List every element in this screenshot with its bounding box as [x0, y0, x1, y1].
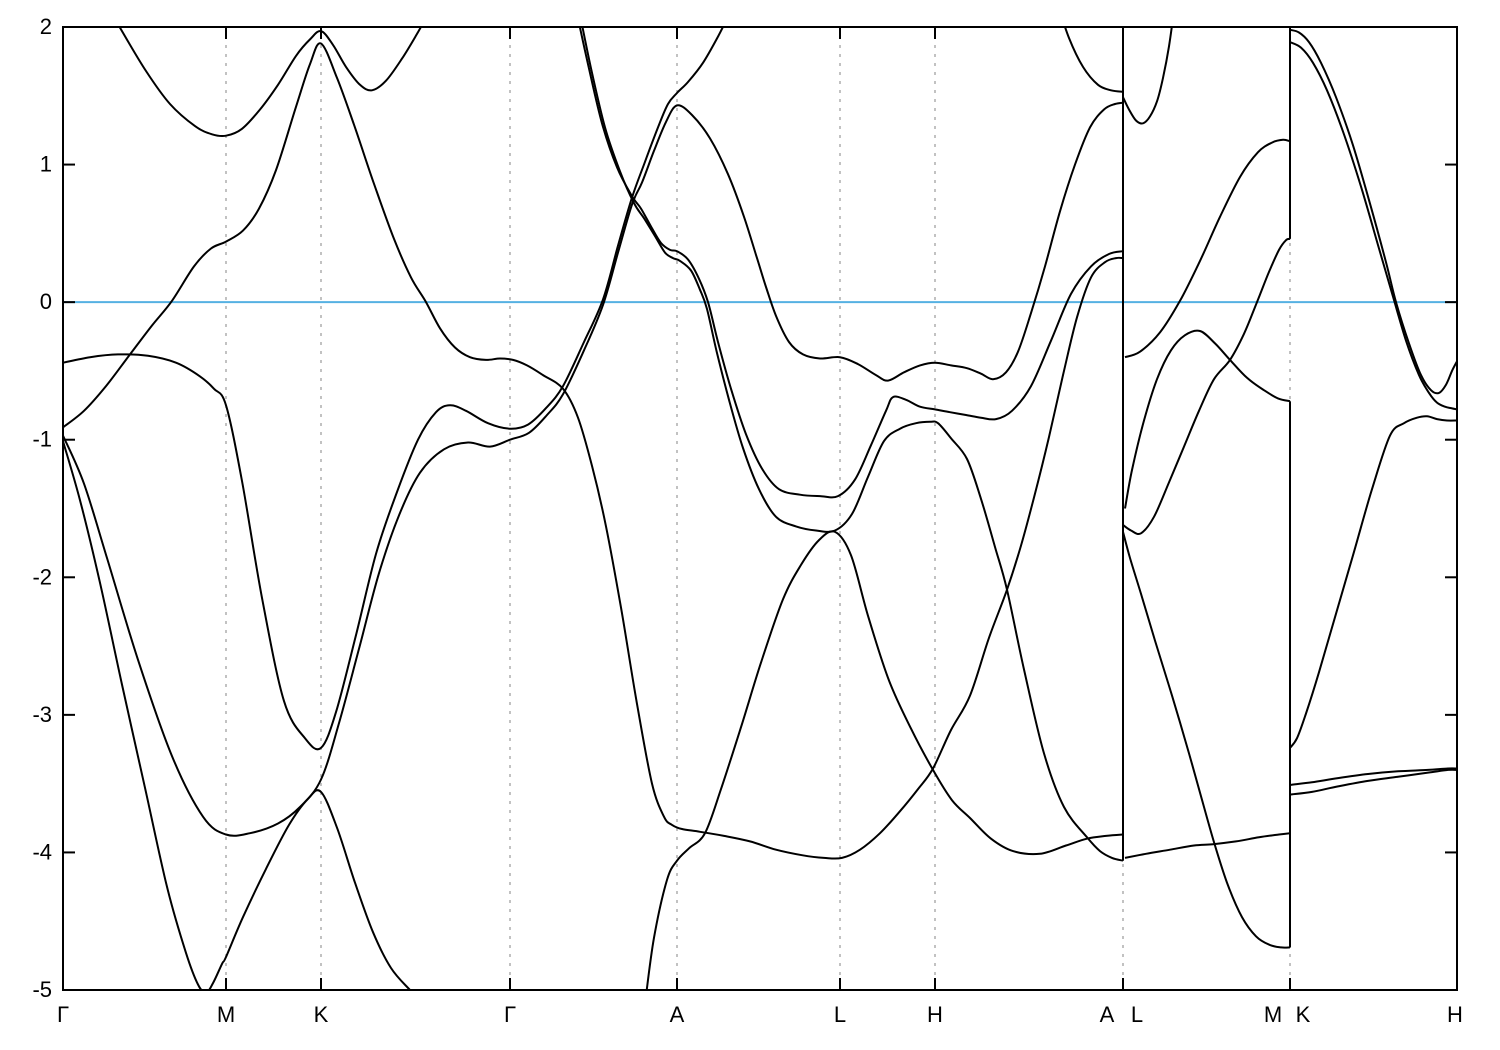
x-tick-label: A [1100, 1002, 1115, 1027]
y-tick-label: -2 [32, 564, 52, 589]
x-tick-label: M [1264, 1002, 1282, 1027]
band-2 [63, 42, 1124, 860]
band-14 [1124, 832, 1291, 859]
band-20 [1289, 768, 1457, 796]
band-15 [1122, 27, 1173, 125]
band-10 [1124, 138, 1291, 359]
y-tick-label: 2 [40, 14, 52, 39]
y-tick-label: -3 [32, 702, 52, 727]
x-tick-label: Γ [57, 1002, 69, 1027]
x-tick-label: L [1131, 1002, 1143, 1027]
x-tick-label: L [834, 1002, 846, 1027]
band-19 [1289, 767, 1457, 786]
band-16 [1289, 28, 1457, 395]
plot-frame [62, 26, 1458, 991]
band-18 [1289, 415, 1457, 749]
x-tick-label: M [217, 1002, 235, 1027]
x-tick-label: A [670, 1002, 685, 1027]
band-5 [578, 27, 1124, 499]
x-tick-label: K [1296, 1002, 1311, 1027]
band-9 [1063, 27, 1124, 93]
band-17 [1289, 41, 1457, 411]
y-tick-label: -1 [32, 427, 52, 452]
x-tick-label: Γ [504, 1002, 516, 1027]
band-13 [1122, 531, 1291, 949]
x-tick-label: H [927, 1002, 943, 1027]
band-3 [63, 27, 725, 751]
y-tick-label: -5 [32, 977, 52, 1002]
x-tick-label: K [314, 1002, 329, 1027]
y-tick-label: 0 [40, 289, 52, 314]
band-1 [118, 27, 423, 138]
bands-layer [63, 27, 1457, 990]
y-tick-label: -4 [32, 839, 52, 864]
band-8 [63, 440, 412, 990]
band-12 [1122, 237, 1291, 536]
band-7 [645, 530, 1124, 990]
band-11 [1124, 329, 1291, 509]
x-tick-label: H [1447, 1002, 1463, 1027]
y-tick-label: 1 [40, 152, 52, 177]
